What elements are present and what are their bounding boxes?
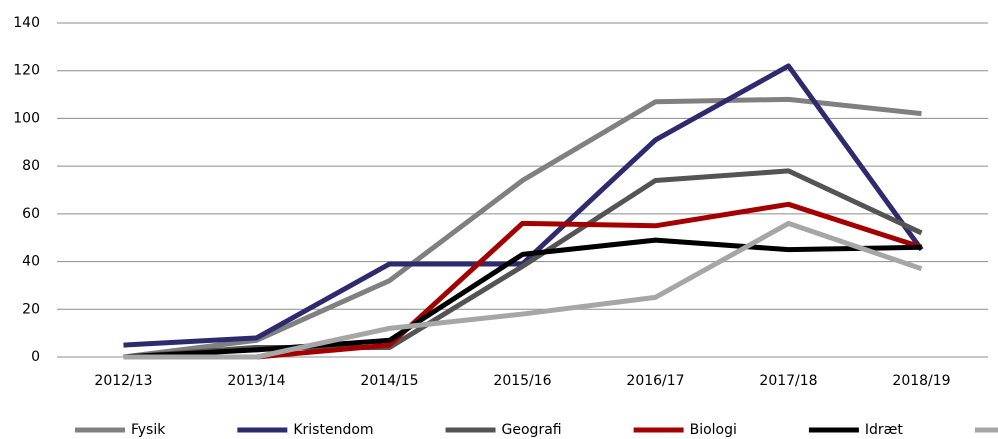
y-tick-label: 100 [13,110,40,126]
y-tick-label: 0 [31,349,40,365]
legend-label: Geografi [502,422,562,438]
x-tick-label: 2015/16 [493,373,551,389]
x-tick-label: 2018/19 [892,373,950,389]
x-tick-label: 2012/13 [94,373,152,389]
series-line [123,63,924,348]
y-tick-label: 80 [22,158,40,174]
legend-label: Biologi [690,422,737,438]
legend-label: Fysik [131,422,166,438]
series-line [123,237,922,360]
y-tick-label: 40 [22,254,40,270]
x-tick-label: 2013/14 [227,373,285,389]
y-tick-label: 60 [22,206,40,222]
x-tick-label: 2017/18 [759,373,817,389]
legend-label: Kristendom [293,422,373,438]
x-tick-label: 2014/15 [360,373,418,389]
legend-label: Idræt [865,422,904,438]
series-line [123,168,923,360]
y-tick-label: 140 [13,15,40,31]
x-tick-label: 2016/17 [626,373,684,389]
y-tick-label: 120 [13,63,40,79]
y-tick-label: 20 [22,301,40,317]
series-line [123,220,923,360]
